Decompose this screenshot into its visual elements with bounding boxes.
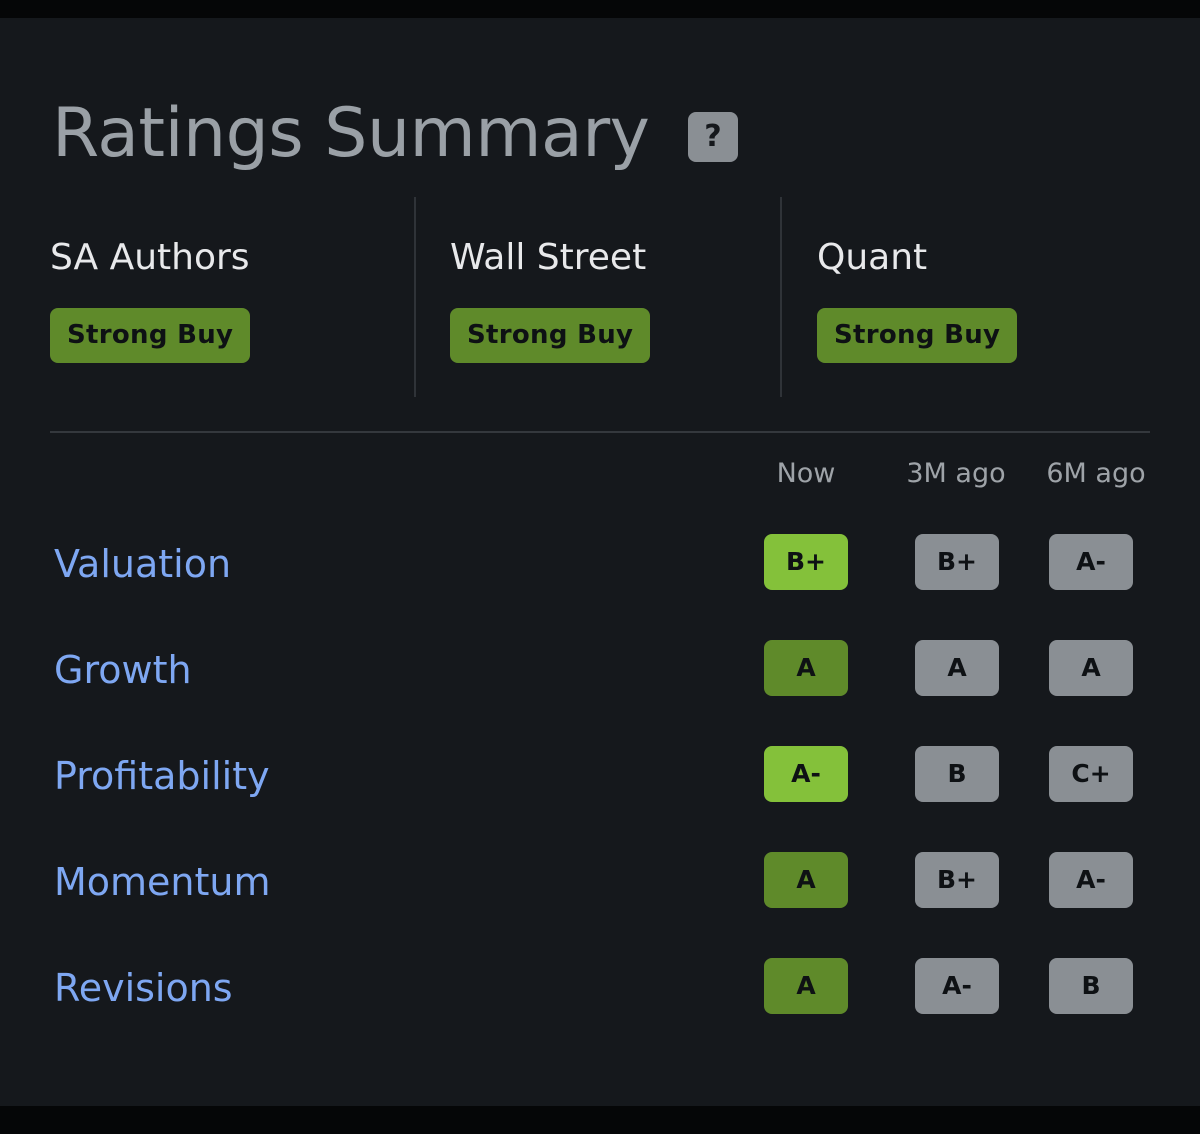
grade-profitability-3m[interactable]: B: [915, 746, 999, 802]
rating-label-sa-authors: SA Authors: [50, 237, 250, 278]
grade-growth-now[interactable]: A: [764, 640, 848, 696]
ratings-summary-panel: [0, 18, 1200, 1106]
page-title: Ratings Summary: [52, 94, 650, 173]
bottom-strip: [0, 1106, 1200, 1134]
grade-momentum-6m[interactable]: A-: [1049, 852, 1133, 908]
rating-badge-wall-street[interactable]: Strong Buy: [450, 308, 651, 363]
top-strip: [0, 0, 1200, 18]
grade-momentum-now[interactable]: A: [764, 852, 848, 908]
rating-sa-authors: SA Authors Strong Buy: [50, 232, 251, 363]
rating-badge-sa-authors[interactable]: Strong Buy: [50, 308, 251, 363]
column-divider: [414, 197, 416, 397]
grade-revisions-now[interactable]: A: [764, 958, 848, 1014]
grade-valuation-6m[interactable]: A-: [1049, 534, 1133, 590]
grade-valuation-now[interactable]: B+: [764, 534, 848, 590]
factor-link-valuation[interactable]: Valuation: [54, 542, 232, 586]
grade-valuation-3m[interactable]: B+: [915, 534, 999, 590]
column-header-6m-ago: 6M ago: [1046, 458, 1146, 489]
column-divider: [780, 197, 782, 397]
grade-profitability-6m[interactable]: C+: [1049, 746, 1133, 802]
rating-label-quant: Quant: [817, 237, 928, 278]
section-divider: [50, 431, 1150, 433]
rating-quant: Quant Strong Buy: [817, 232, 1018, 363]
factor-link-momentum[interactable]: Momentum: [54, 860, 271, 904]
column-header-now: Now: [776, 458, 836, 489]
column-header-3m-ago: 3M ago: [906, 458, 1006, 489]
grade-growth-3m[interactable]: A: [915, 640, 999, 696]
rating-wall-street: Wall Street Strong Buy: [450, 232, 651, 363]
grade-revisions-3m[interactable]: A-: [915, 958, 999, 1014]
rating-label-wall-street: Wall Street: [450, 237, 647, 278]
grade-profitability-now[interactable]: A-: [764, 746, 848, 802]
grade-revisions-6m[interactable]: B: [1049, 958, 1133, 1014]
rating-badge-quant[interactable]: Strong Buy: [817, 308, 1018, 363]
factor-link-growth[interactable]: Growth: [54, 648, 192, 692]
grade-growth-6m[interactable]: A: [1049, 640, 1133, 696]
help-icon[interactable]: ?: [688, 112, 738, 162]
factor-link-profitability[interactable]: Profitability: [54, 754, 270, 798]
grade-momentum-3m[interactable]: B+: [915, 852, 999, 908]
factor-link-revisions[interactable]: Revisions: [54, 966, 233, 1010]
